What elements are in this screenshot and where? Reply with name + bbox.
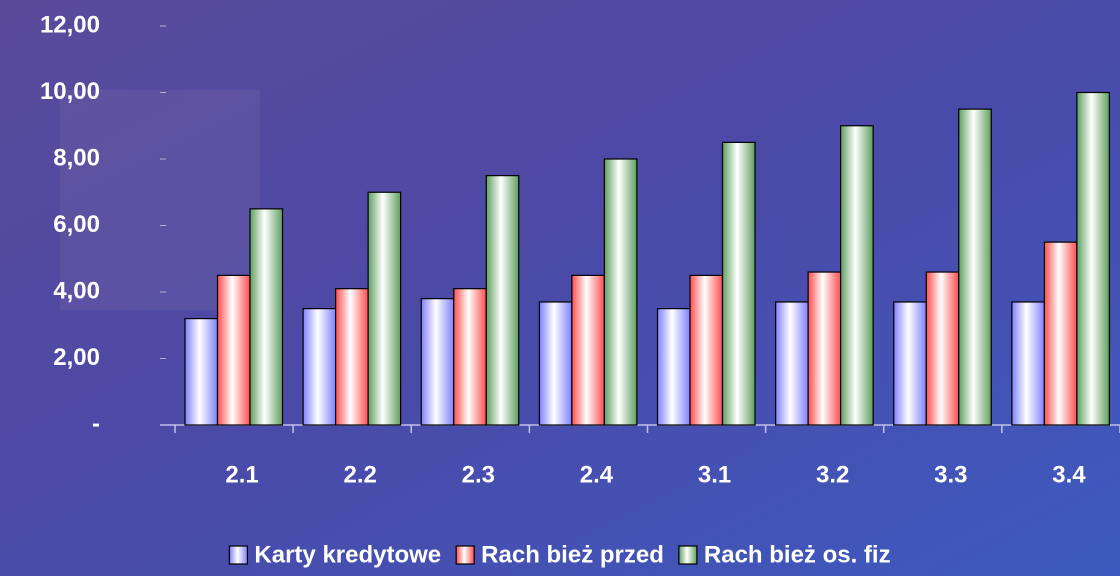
y-tick-label: 8,00	[53, 144, 100, 171]
y-tick-label: 12,00	[40, 11, 100, 38]
bar	[689, 274, 724, 426]
legend-label: Rach bież os. fiz	[704, 541, 891, 568]
bar	[335, 288, 369, 426]
background-shape	[60, 90, 260, 310]
bar	[420, 298, 455, 426]
legend-swatch	[678, 545, 698, 565]
bar	[958, 108, 992, 426]
x-tick-label: 2.3	[462, 461, 495, 488]
bar	[302, 308, 337, 426]
bar	[485, 175, 520, 426]
bar	[925, 271, 960, 426]
bar	[538, 301, 573, 426]
bar	[216, 274, 251, 426]
bar	[184, 318, 219, 426]
bar	[775, 301, 809, 426]
legend-label: Rach bież przed	[481, 541, 664, 568]
bar	[603, 158, 638, 426]
y-tick-label: 10,00	[40, 78, 100, 105]
bar	[721, 141, 756, 426]
bar	[453, 288, 487, 426]
x-tick-label: 3.4	[1052, 461, 1086, 488]
x-tick-label: 3.1	[698, 461, 731, 488]
bar	[249, 208, 284, 426]
y-tick-label: 2,00	[53, 344, 100, 371]
y-tick-label: 6,00	[53, 211, 100, 238]
y-tick-label: 4,00	[53, 277, 100, 304]
bar	[656, 308, 691, 426]
bar	[840, 125, 874, 426]
bar	[571, 274, 605, 426]
bar	[367, 191, 402, 426]
x-tick-label: 3.3	[934, 461, 967, 488]
bar	[893, 301, 927, 426]
bar	[807, 271, 842, 426]
bar	[1043, 241, 1078, 426]
y-tick-label: -	[92, 410, 100, 437]
x-tick-label: 2.4	[580, 461, 614, 488]
bar	[1076, 91, 1110, 426]
legend-swatch	[455, 545, 475, 565]
x-tick-label: 2.2	[344, 461, 377, 488]
x-tick-label: 2.1	[225, 461, 258, 488]
bar	[1011, 301, 1045, 426]
legend-label: Karty kredytowe	[254, 541, 441, 568]
legend-swatch	[228, 545, 249, 565]
legend: Karty kredytowe Rach bież przed Rach bież …	[228, 541, 891, 568]
x-tick-label: 3.2	[816, 461, 849, 488]
